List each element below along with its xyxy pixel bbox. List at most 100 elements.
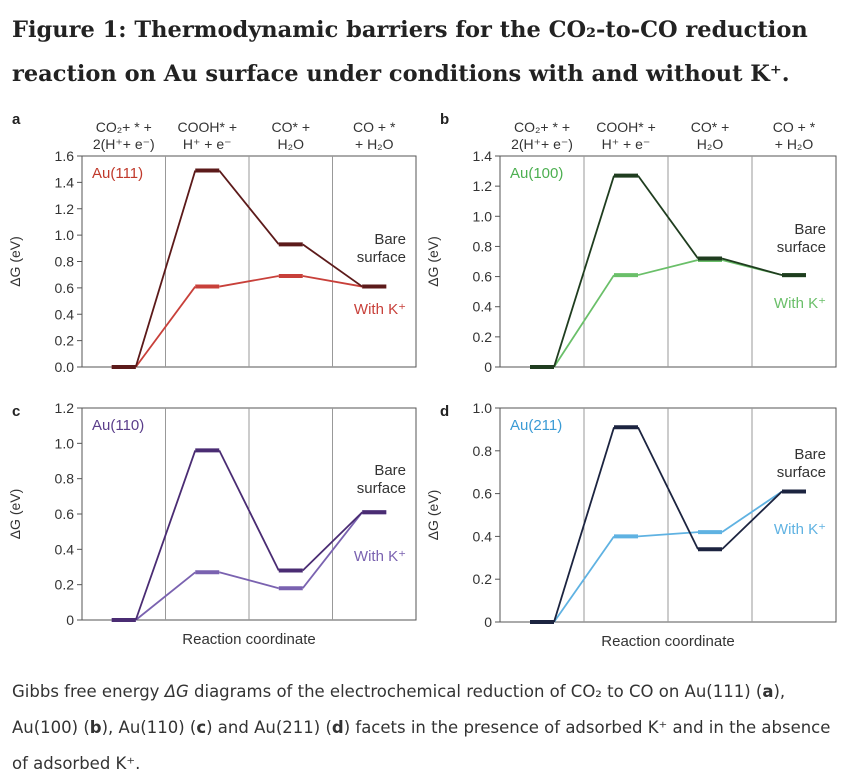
chart-panel-a: a 0.0 0.2 0.4 0.6 0.8 1.0 1.2 1.4 1.6 ΔG (eV) CO₂+ …	[7, 111, 417, 375]
figure-title: Figure 1: Thermodynamic barriers for the…	[12, 17, 808, 87]
connector-line	[218, 169, 280, 245]
connector-line	[302, 511, 363, 572]
y-tick-label: 0	[66, 612, 74, 628]
series-label-with-k: With K⁺	[774, 295, 826, 312]
series-bare-surface	[530, 425, 806, 624]
facet-label: Au(211)	[510, 417, 562, 434]
connector-line	[302, 511, 363, 589]
y-tick-label: 1.6	[55, 148, 75, 164]
y-tick-label: 0.8	[55, 471, 75, 487]
y-tick-label: 0	[484, 614, 492, 630]
connector-line	[302, 243, 363, 288]
step-label: H₂O	[697, 136, 724, 152]
connector-line	[721, 257, 783, 276]
connector-line	[134, 170, 197, 368]
series-label-bare: surface	[777, 239, 826, 256]
y-tick-label: 1.0	[473, 208, 493, 224]
series-bare-surface	[111, 168, 387, 369]
panel-letter: d	[440, 403, 449, 420]
series-label-bare: Bare	[374, 462, 406, 479]
y-tick-label: 0.2	[55, 577, 75, 593]
connector-line	[219, 275, 279, 288]
connector-line	[553, 175, 615, 368]
y-tick-label: 0.8	[473, 443, 493, 459]
connector-line	[135, 286, 196, 368]
y-tick-label: 1.0	[55, 435, 75, 451]
x-axis-label: Reaction coordinate	[182, 631, 315, 648]
connector-line	[637, 531, 699, 538]
caption-part: diagrams of the electrochemical reductio…	[188, 682, 763, 701]
panel-letter: b	[440, 111, 449, 128]
series-label-with-k: With K⁺	[774, 521, 826, 538]
y-tick-label: 0.2	[473, 329, 493, 345]
connector-line	[134, 450, 197, 621]
y-axis-label: ΔG (eV)	[7, 236, 23, 287]
y-tick-label: 0.8	[473, 238, 493, 254]
connector-line	[721, 490, 783, 533]
caption-panel-ref: c	[196, 718, 207, 737]
series-label-bare: surface	[777, 464, 826, 481]
facet-label: Au(110)	[92, 417, 144, 434]
figure-panels: a 0.0 0.2 0.4 0.6 0.8 1.0 1.2 1.4 1.6 ΔG (eV) CO₂+ …	[7, 111, 837, 650]
y-tick-label: 1.0	[473, 400, 493, 416]
step-label: H⁺ + e⁻	[602, 136, 651, 152]
caption-part: ) facets in the presence of adsorbed K⁺ …	[12, 718, 831, 773]
connector-line	[135, 571, 196, 621]
step-label: 2(H⁺+ e⁻)	[511, 136, 573, 152]
y-tick-label: 1.4	[55, 174, 75, 190]
y-axis-label: ΔG (eV)	[425, 236, 441, 287]
step-label: CO₂+ * +	[514, 119, 570, 135]
caption-part: ), Au(100) (	[12, 682, 786, 737]
series-bare-surface	[530, 173, 806, 369]
series-bare-surface	[111, 448, 387, 622]
y-tick-label: 0.4	[473, 528, 493, 544]
panel-letter: a	[12, 111, 21, 128]
step-label: CO₂+ * +	[96, 119, 152, 135]
y-axis-label: ΔG (eV)	[425, 490, 441, 541]
connector-line	[219, 571, 279, 590]
y-tick-label: 0.4	[55, 541, 75, 557]
y-tick-label: 1.0	[55, 227, 75, 243]
chart-panel-d: d 0 0.2 0.4 0.6 0.8 1.0 ΔG (eV) Reaction coordin…	[425, 400, 837, 650]
panel-letter: c	[12, 403, 20, 420]
caption-delta-g: ΔG	[164, 682, 189, 701]
figure-caption: Gibbs free energy ΔG diagrams of the ele…	[12, 674, 842, 782]
y-axis-label: ΔG (eV)	[7, 489, 23, 540]
series-label-bare: Bare	[794, 221, 826, 238]
series-label-with-k: With K⁺	[354, 548, 406, 565]
step-label: 2(H⁺+ e⁻)	[93, 136, 155, 152]
y-tick-label: 0.6	[473, 269, 493, 285]
step-label: CO + *	[353, 119, 396, 135]
series-label-with-k: With K⁺	[354, 301, 406, 318]
caption-panel-ref: b	[89, 718, 102, 737]
step-label: CO + *	[773, 119, 816, 135]
y-tick-label: 0.6	[55, 506, 75, 522]
caption-part: ), Au(110) (	[101, 718, 197, 737]
step-label: + H₂O	[355, 136, 394, 152]
y-tick-label: 1.2	[473, 178, 493, 194]
y-tick-label: 0.2	[473, 571, 493, 587]
connector-line	[637, 259, 699, 276]
caption-panel-ref: a	[762, 682, 774, 701]
series-label-bare: surface	[357, 480, 406, 497]
step-label: CO* +	[271, 119, 310, 135]
connector-line	[218, 450, 280, 571]
caption-panel-ref: d	[331, 718, 344, 737]
y-tick-label: 1.4	[473, 148, 493, 164]
connector-line	[553, 535, 615, 623]
y-tick-label: 0.6	[55, 280, 75, 296]
step-label: H₂O	[278, 136, 305, 152]
series-label-bare: Bare	[374, 231, 406, 248]
connector-line	[553, 274, 615, 368]
series-label-bare: surface	[357, 249, 406, 266]
step-label: H⁺ + e⁻	[183, 136, 232, 152]
chart-panel-b: b 0 0.2 0.4 0.6 0.8 1.0 1.2 1.4 ΔG (eV) CO₂+ * +2(…	[425, 111, 837, 375]
caption-part: Gibbs free energy	[12, 682, 165, 701]
y-tick-label: 0.4	[55, 306, 75, 322]
y-tick-label: 1.2	[55, 201, 75, 217]
connector-line	[302, 275, 363, 288]
step-label: COOH* +	[177, 119, 237, 135]
chart-panel-c: c 0 0.2 0.4 0.6 0.8 1.0 1.2 ΔG (eV) Reaction coor…	[7, 400, 417, 648]
connector-line	[721, 490, 783, 550]
connector-line	[637, 175, 699, 260]
